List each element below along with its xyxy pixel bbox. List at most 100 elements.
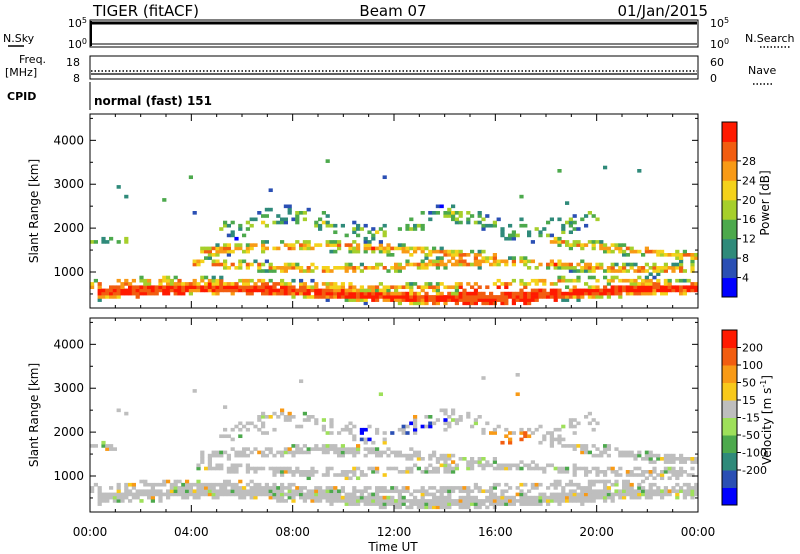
rti-cell (340, 473, 345, 477)
rti-cell (565, 262, 570, 267)
rti-cell (508, 463, 513, 468)
rti-cell (367, 450, 372, 455)
rti-cell (447, 211, 452, 215)
rti-cell (375, 466, 380, 471)
rti-cell (352, 285, 357, 290)
rti-cell (230, 447, 235, 451)
rti-cell (652, 492, 657, 497)
rti-cell (447, 466, 452, 471)
rti-cell (511, 259, 516, 264)
rti-cell (226, 457, 231, 461)
rti-cell (553, 427, 558, 432)
rti-cell (356, 266, 361, 270)
rti-cell (435, 495, 440, 500)
rti-cell (466, 460, 471, 464)
rti-cell (116, 185, 121, 189)
rti-cell (295, 214, 300, 218)
rti-cell (549, 499, 554, 503)
rti-cell (401, 295, 406, 299)
rti-cell (587, 288, 592, 293)
rti-cell (557, 295, 562, 299)
rti-cell (306, 291, 311, 296)
rti-cell (572, 470, 577, 474)
rti-cell (595, 489, 600, 494)
rti-cell (166, 278, 171, 283)
rti-cell (690, 457, 695, 461)
rti-cell (679, 457, 684, 461)
rti-cell (185, 479, 190, 484)
rti-cell (375, 431, 380, 435)
rti-cell (432, 495, 437, 500)
rti-cell (223, 479, 228, 484)
rti-cell (318, 227, 323, 231)
rti-cell (663, 460, 668, 464)
rti-cell (428, 262, 433, 267)
rti-cell (280, 411, 285, 416)
rti-cell (375, 470, 380, 474)
rti-cell (272, 427, 277, 432)
rti-cell (299, 291, 304, 296)
rti-cell (489, 256, 494, 260)
freq-panel: Freq. [MHz] 18 8 60 0 Nave (5, 53, 776, 85)
rti-cell (329, 249, 334, 254)
rti-cell (439, 489, 444, 494)
rti-cell (135, 495, 140, 500)
rti-cell (656, 457, 661, 461)
rti-cell (652, 460, 657, 464)
rti-cell (576, 499, 581, 503)
rti-cell (424, 253, 429, 257)
rti-cell (333, 223, 338, 228)
rti-cell (591, 240, 596, 244)
rti-cell (561, 275, 566, 280)
rti-cell (610, 492, 615, 497)
rti-cell (215, 495, 220, 500)
rti-cell (435, 470, 440, 474)
rti-cell (584, 282, 589, 286)
rti-cell (675, 457, 680, 461)
rti-cell (394, 466, 399, 471)
rti-cell (500, 298, 505, 302)
rti-cell (238, 489, 243, 494)
freq-label-line2: [MHz] (5, 66, 37, 79)
rti-cell (428, 492, 433, 497)
rti-cell (542, 495, 547, 500)
rti-cell (485, 495, 490, 500)
rti-cell (371, 499, 376, 503)
rti-cell (413, 249, 418, 254)
rti-cell (280, 492, 285, 497)
rti-cell (409, 295, 414, 299)
rti-cell (257, 288, 262, 293)
rti-cell (215, 243, 220, 247)
rti-cell (671, 489, 676, 494)
rti-cell (660, 476, 665, 481)
rti-cell (572, 492, 577, 497)
rti-cell (245, 427, 250, 432)
rti-cell (154, 492, 159, 497)
rti-cell (648, 249, 653, 254)
rti-cell (268, 447, 273, 451)
rti-cell (192, 389, 197, 393)
rti-cell (101, 288, 106, 293)
rti-cell (139, 492, 144, 497)
rti-cell (633, 285, 638, 290)
rti-cell (432, 421, 437, 426)
rti-cell (413, 282, 418, 286)
rti-cell (477, 298, 482, 302)
rti-cell (219, 249, 224, 254)
rti-cell (340, 453, 345, 458)
rti-cell (599, 489, 604, 494)
rti-cell (325, 447, 330, 451)
rti-cell (139, 479, 144, 484)
rti-cell (405, 227, 410, 231)
rti-cell (223, 282, 228, 286)
rti-cell (591, 489, 596, 494)
rti-cell (633, 278, 638, 283)
rti-cell (101, 492, 106, 497)
rti-cell (603, 450, 608, 455)
rti-cell (405, 291, 410, 296)
rti-cell (337, 291, 342, 296)
radar-title: TIGER (fitACF) (92, 2, 199, 20)
rti-cell (508, 282, 513, 286)
rti-cell (454, 259, 459, 264)
rti-cell (473, 288, 478, 293)
